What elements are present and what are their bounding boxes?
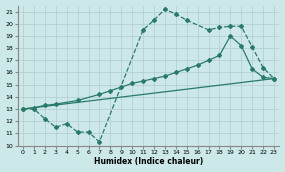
X-axis label: Humidex (Indice chaleur): Humidex (Indice chaleur) bbox=[94, 157, 203, 166]
